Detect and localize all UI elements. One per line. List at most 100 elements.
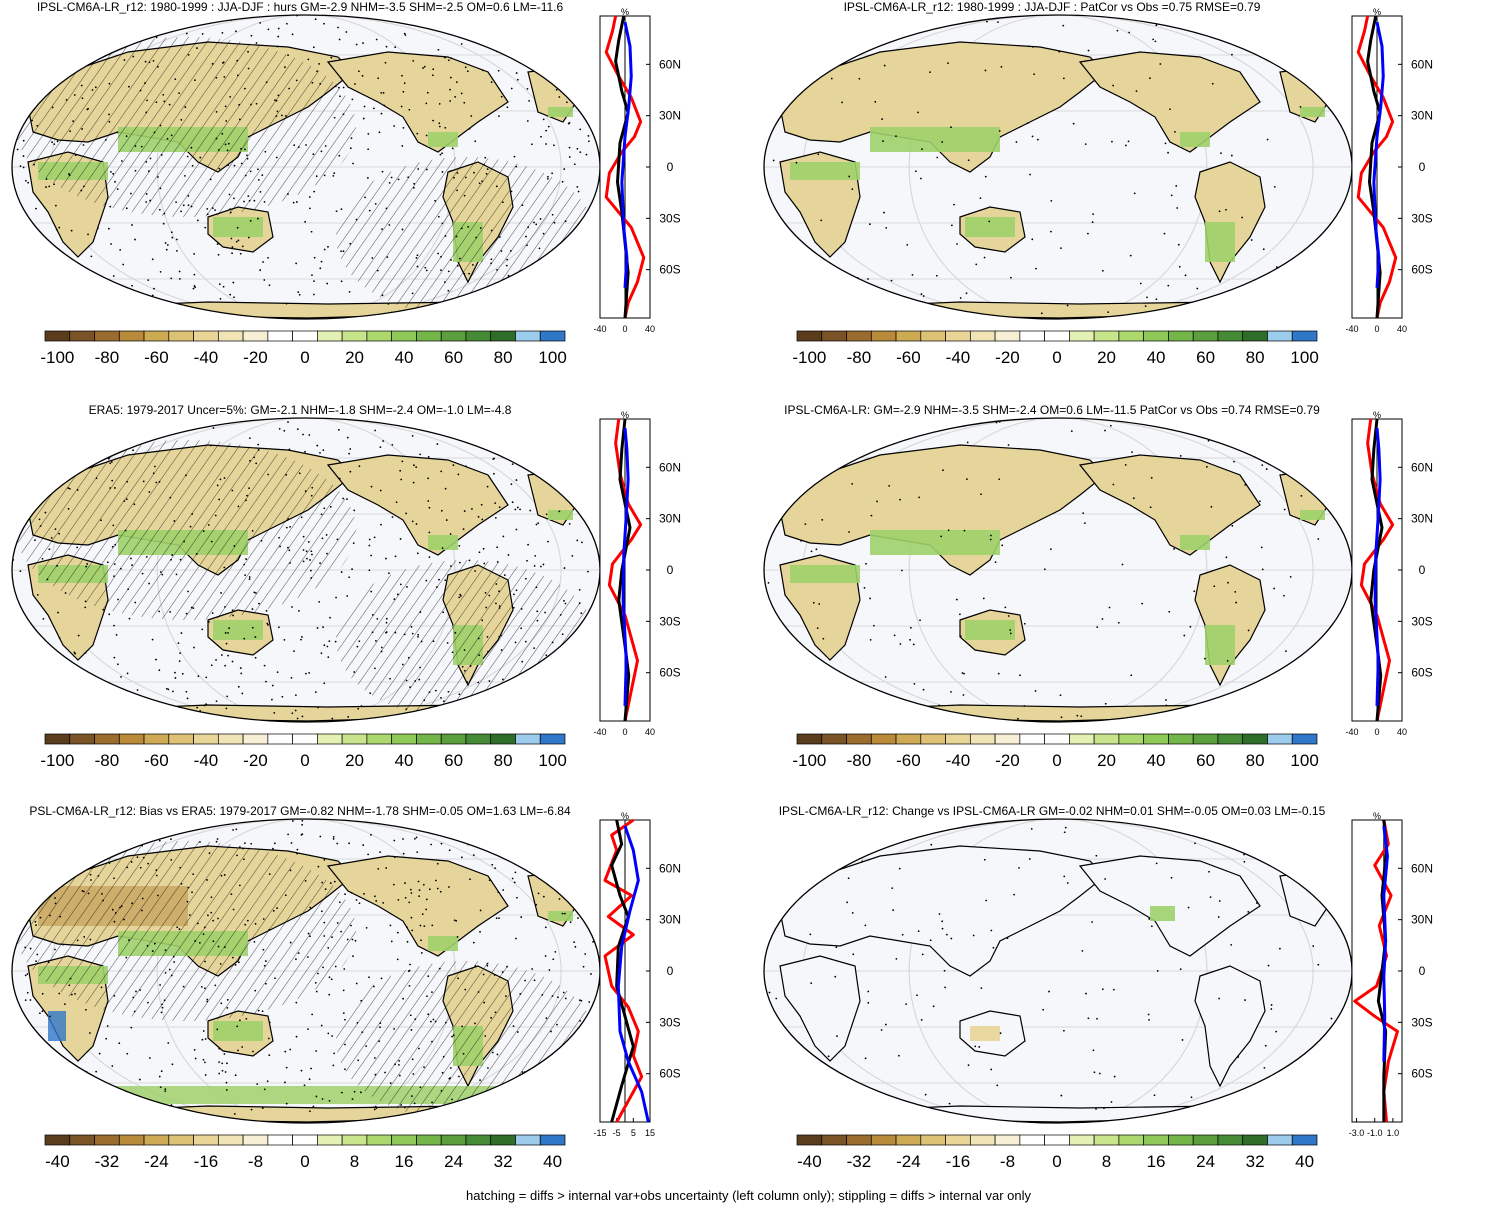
colorbar-swatch — [440, 1134, 467, 1146]
colorbar-tick-label: -40 — [194, 348, 219, 367]
colorbar-tick-label: 8 — [350, 1152, 359, 1171]
colorbar-tick-label: 20 — [345, 751, 364, 770]
colorbar-swatch — [391, 733, 417, 745]
colorbar-swatch — [870, 1134, 897, 1146]
colorbar-swatch — [1242, 1134, 1268, 1146]
colorbar-swatch — [341, 733, 368, 745]
lat-tick-label: 0 — [667, 160, 674, 174]
colorbar: -40 -32 -24 -16 -8 0 8 16 24 32 40 — [44, 1134, 566, 1171]
zonal-line-blu — [1372, 21, 1385, 288]
colorbar-swatch — [1093, 733, 1120, 745]
colorbar-swatch — [515, 330, 541, 342]
zonal-x-tick-label: 40 — [645, 324, 655, 334]
colorbar-swatch — [440, 330, 467, 342]
colorbar-tick-label: -8 — [248, 1152, 263, 1171]
colorbar-swatch — [317, 1134, 343, 1146]
colorbar-swatch — [1069, 330, 1095, 342]
colorbar: -100 -80 -60 -40 -20 0 20 40 60 80 100 — [40, 733, 567, 770]
colorbar-swatch — [994, 330, 1021, 342]
colorbar-swatch — [1291, 733, 1318, 745]
colorbar-tick-label: 100 — [538, 348, 566, 367]
colorbar-swatch — [1217, 1134, 1244, 1146]
zonal-x-tick-label: 0 — [1374, 324, 1379, 334]
colorbar-tick-label: -24 — [144, 1152, 169, 1171]
world-map — [763, 818, 1353, 1124]
zonal-x-tick-label: -15 — [593, 1128, 606, 1138]
colorbar-swatch — [465, 1134, 492, 1146]
colorbar-swatch — [1118, 1134, 1145, 1146]
colorbar-swatch — [1069, 733, 1095, 745]
colorbar-tick-label: 0 — [300, 751, 309, 770]
lat-tick-label: 60N — [1411, 57, 1433, 71]
colorbar-tick-label: -32 — [847, 1152, 872, 1171]
lat-tick-label: 30S — [1411, 211, 1432, 225]
zonal-mean-plot: % 60N 30N 0 30S 60S -40 0 40 — [593, 7, 681, 334]
zonal-x-tick-label: 5 — [631, 1128, 636, 1138]
colorbar-tick-label: -40 — [45, 1152, 70, 1171]
colorbar-tick-label: 24 — [444, 1152, 463, 1171]
colorbar-swatch — [69, 733, 95, 745]
colorbar-swatch — [217, 733, 244, 745]
colorbar-swatch — [821, 1134, 847, 1146]
colorbar-swatch — [821, 733, 847, 745]
zonal-unit-label: % — [1373, 7, 1381, 17]
colorbar-swatch — [416, 330, 442, 342]
zonal-line-red — [1353, 819, 1399, 1123]
land-europe-asia — [779, 845, 1106, 977]
lat-tick-label: 30N — [659, 913, 681, 927]
colorbar-swatch — [1267, 733, 1293, 745]
colorbar-tick-label: -60 — [144, 751, 169, 770]
colorbar-swatch — [267, 330, 293, 342]
colorbar-swatch — [143, 733, 170, 745]
colorbar-tick-label: -100 — [40, 751, 74, 770]
colorbar-tick-label: 80 — [1246, 751, 1265, 770]
colorbar-swatch — [796, 1134, 823, 1146]
colorbar-tick-label: -20 — [995, 751, 1020, 770]
panel-c: ERA5: 1979-2017 Uncer=5%: GM=-2.1 NHM=-1… — [0, 403, 735, 783]
colorbar-tick-label: 0 — [1052, 1152, 1061, 1171]
colorbar-swatch — [539, 733, 566, 745]
colorbar-swatch — [267, 1134, 293, 1146]
colorbar-tick-label: -40 — [946, 751, 971, 770]
colorbar-swatch — [1267, 1134, 1293, 1146]
colorbar-swatch — [515, 1134, 541, 1146]
colorbar-swatch — [1093, 330, 1120, 342]
colorbar-swatch — [1192, 330, 1219, 342]
colorbar-tick-label: 16 — [395, 1152, 414, 1171]
zonal-x-tick-label: 40 — [1397, 727, 1407, 737]
colorbar-swatch — [317, 733, 343, 745]
zonal-x-tick-label: 0 — [622, 727, 627, 737]
colorbar-swatch — [515, 733, 541, 745]
lat-tick-label: 0 — [1419, 160, 1426, 174]
colorbar-tick-label: 60 — [444, 751, 463, 770]
panel-f: IPSL-CM6A-LR_r12: Change vs IPSL-CM6A-LR… — [752, 804, 1487, 1184]
lat-tick-label: 60S — [1411, 1067, 1432, 1081]
colorbar-swatch — [994, 1134, 1021, 1146]
panel-title: IPSL-CM6A-LR: GM=-2.9 NHM=-3.5 SHM=-2.4 … — [784, 403, 1320, 417]
colorbar-swatch — [341, 330, 368, 342]
colorbar-swatch — [1093, 1134, 1120, 1146]
colorbar-swatch — [391, 1134, 417, 1146]
colorbar-swatch — [1242, 330, 1268, 342]
colorbar-swatch — [969, 733, 996, 745]
colorbar-tick-label: 60 — [1196, 348, 1215, 367]
world-map — [763, 14, 1353, 320]
zonal-line-red — [604, 15, 646, 319]
colorbar-swatch — [94, 330, 120, 342]
colorbar-tick-label: 60 — [444, 348, 463, 367]
colorbar-tick-label: 60 — [1196, 751, 1215, 770]
colorbar-tick-label: -20 — [243, 751, 268, 770]
world-map — [763, 417, 1353, 723]
colorbar-swatch — [895, 733, 922, 745]
zonal-x-tick-label: 40 — [645, 727, 655, 737]
colorbar-swatch — [267, 733, 293, 745]
colorbar-swatch — [920, 733, 946, 745]
panel-title: PSL-CM6A-LR_r12: Bias vs ERA5: 1979-2017… — [29, 804, 571, 818]
colorbar-tick-label: 100 — [1290, 751, 1318, 770]
colorbar-swatch — [168, 1134, 194, 1146]
colorbar-swatch — [416, 733, 442, 745]
colorbar-swatch — [1291, 330, 1318, 342]
zonal-mean-plot: % 60N 30N 0 30S 60S -40 0 40 — [593, 410, 681, 737]
colorbar-tick-label: -100 — [792, 348, 826, 367]
lat-tick-label: 30N — [659, 109, 681, 123]
